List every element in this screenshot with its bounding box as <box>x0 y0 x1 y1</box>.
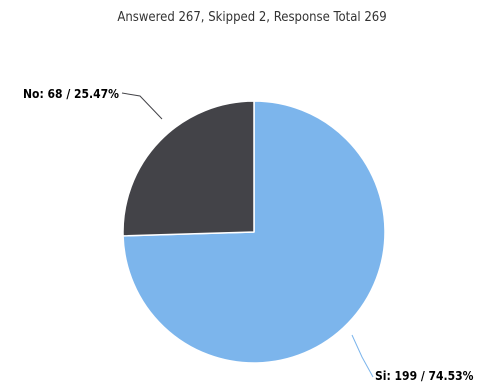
chart-subtitle: Answered 267, Skipped 2, Response Total … <box>117 10 387 25</box>
data-label-no: No: 68 / 25.47% <box>23 87 119 101</box>
pie-slice-no[interactable] <box>122 100 255 237</box>
label-connector-no <box>121 92 163 120</box>
label-connector-si <box>351 334 374 378</box>
data-label-si: Si: 199 / 74.53% <box>375 369 474 383</box>
